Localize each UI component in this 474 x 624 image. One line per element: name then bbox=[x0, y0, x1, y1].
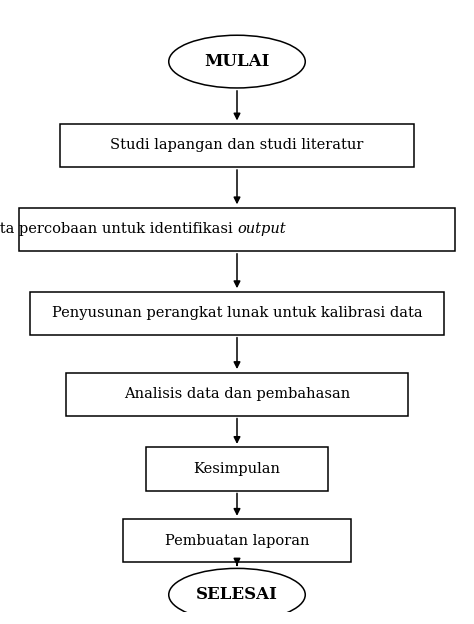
Text: output: output bbox=[237, 222, 286, 236]
Text: SELESAI: SELESAI bbox=[196, 586, 278, 603]
Text: MULAI: MULAI bbox=[204, 53, 270, 70]
Text: Studi lapangan dan studi literatur: Studi lapangan dan studi literatur bbox=[110, 139, 364, 152]
Text: Analisis data dan pembahasan: Analisis data dan pembahasan bbox=[124, 387, 350, 401]
Text: Pengambilan data percobaan untuk identifikasi: Pengambilan data percobaan untuk identif… bbox=[0, 222, 237, 236]
Text: Kesimpulan: Kesimpulan bbox=[193, 462, 281, 476]
Text: Penyusunan perangkat lunak untuk kalibrasi data: Penyusunan perangkat lunak untuk kalibra… bbox=[52, 306, 422, 320]
Text: Pembuatan laporan: Pembuatan laporan bbox=[165, 534, 309, 548]
